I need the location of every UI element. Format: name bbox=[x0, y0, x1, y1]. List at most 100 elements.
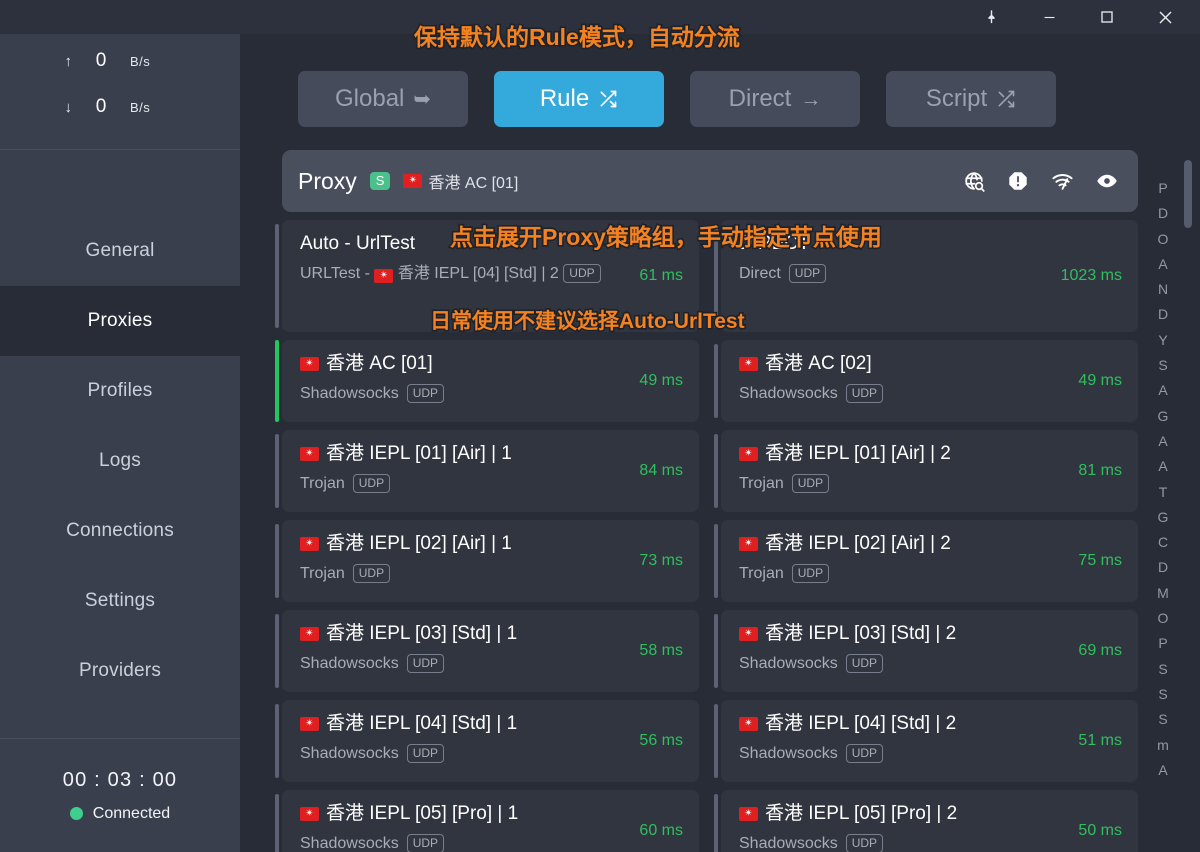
alphabet-index-letter[interactable]: S bbox=[1158, 685, 1168, 702]
proxy-card[interactable]: DIRECT Direct UDP 1023 ms bbox=[714, 220, 1138, 332]
connection-status-label: Connected bbox=[92, 804, 171, 822]
proxy-card-title-row: ✴ 香港 IEPL [01] [Air] | 2 bbox=[739, 441, 1052, 467]
uptime-timer: 00 : 03 : 00 bbox=[62, 768, 178, 791]
sidebar-item-logs[interactable]: Logs bbox=[98, 450, 141, 471]
alphabet-index-letter[interactable]: A bbox=[1158, 432, 1168, 449]
sidebar-item-providers[interactable]: Providers bbox=[78, 660, 162, 681]
sidebar-item-proxies[interactable]: Proxies bbox=[0, 286, 240, 356]
globe-search-icon[interactable] bbox=[963, 170, 985, 192]
proxy-group-header[interactable]: Proxy S ✴ 香港 AC [01] bbox=[282, 150, 1138, 212]
alphabet-index-letter[interactable]: C bbox=[1157, 534, 1169, 551]
alphabet-index-letter[interactable]: A bbox=[1158, 382, 1168, 399]
proxy-card-title: 香港 AC [01] bbox=[326, 353, 433, 374]
alphabet-index-letter[interactable]: D bbox=[1157, 205, 1169, 222]
proxy-card-sub-label: Shadowsocks bbox=[739, 654, 838, 672]
mode-button-rule[interactable]: Rule bbox=[494, 71, 664, 127]
proxy-card-body: ✴ 香港 IEPL [01] [Air] | 2 Trojan UDP bbox=[739, 441, 1060, 495]
proxy-card-title: Auto - UrlTest bbox=[300, 233, 416, 254]
close-icon[interactable] bbox=[1136, 0, 1194, 34]
proxy-card-title: 香港 IEPL [01] [Air] | 2 bbox=[765, 443, 951, 464]
proxy-card-delay: 58 ms bbox=[639, 642, 683, 659]
proxy-card-body: ✴ 香港 IEPL [03] [Std] | 2 Shadowsocks UDP bbox=[739, 621, 1060, 675]
proxy-card-title-row: ✴ 香港 IEPL [05] [Pro] | 2 bbox=[739, 801, 1052, 827]
alphabet-index-letter[interactable]: A bbox=[1158, 458, 1168, 475]
proxy-card[interactable]: ✴ 香港 IEPL [02] [Air] | 1 Trojan UDP 73 m… bbox=[275, 520, 699, 602]
hongkong-flag-icon: ✴ bbox=[300, 626, 319, 641]
alphabet-index-letter[interactable]: A bbox=[1158, 255, 1168, 272]
hongkong-flag-icon: ✴ bbox=[739, 446, 758, 461]
proxy-card[interactable]: ✴ 香港 IEPL [03] [Std] | 1 Shadowsocks UDP… bbox=[275, 610, 699, 692]
alphabet-index-letter[interactable]: D bbox=[1157, 559, 1169, 576]
mode-label-direct: Direct bbox=[728, 85, 792, 112]
annotation-autourltest: 日常使用不建议选择Auto-UrlTest bbox=[428, 308, 746, 334]
alphabet-index-letter[interactable]: N bbox=[1157, 281, 1169, 298]
eye-icon[interactable] bbox=[1096, 170, 1118, 192]
proxy-card-body: ✴ 香港 IEPL [02] [Air] | 1 Trojan UDP bbox=[300, 531, 621, 585]
speed-test-icon[interactable] bbox=[1051, 170, 1074, 193]
hongkong-flag-icon: ✴ bbox=[300, 806, 319, 821]
mode-button-script[interactable]: Script bbox=[886, 71, 1056, 127]
sidebar-item-general[interactable]: General bbox=[85, 240, 155, 261]
proxy-card-subtitle: Direct UDP bbox=[739, 263, 1052, 285]
alphabet-index-letter[interactable]: O bbox=[1157, 610, 1169, 627]
alphabet-index-letter[interactable]: S bbox=[1158, 357, 1168, 374]
download-speed-value: 0 bbox=[95, 96, 107, 117]
proxy-card-sub-label: Shadowsocks bbox=[739, 384, 838, 402]
sidebar-item-settings[interactable]: Settings bbox=[84, 590, 156, 611]
proxy-card[interactable]: ✴ 香港 IEPL [04] [Std] | 2 Shadowsocks UDP… bbox=[714, 700, 1138, 782]
proxy-card[interactable]: ✴ 香港 IEPL [04] [Std] | 1 Shadowsocks UDP… bbox=[275, 700, 699, 782]
scrollbar-thumb[interactable] bbox=[1184, 160, 1192, 228]
proxy-card-title: 香港 IEPL [03] [Std] | 2 bbox=[765, 623, 957, 644]
proxy-card-sub-label: Shadowsocks bbox=[300, 744, 399, 762]
proxy-card[interactable]: ✴ 香港 IEPL [01] [Air] | 2 Trojan UDP 81 m… bbox=[714, 430, 1138, 512]
mode-selector: Global ➥ Rule Direct → Script bbox=[240, 0, 1200, 150]
proxy-group-title: Proxy bbox=[298, 167, 357, 194]
proxy-card-delay: 60 ms bbox=[639, 822, 683, 839]
proxy-card-title: 香港 AC [02] bbox=[765, 353, 872, 374]
proxy-card[interactable]: ✴ 香港 IEPL [01] [Air] | 1 Trojan UDP 84 m… bbox=[275, 430, 699, 512]
pin-icon[interactable] bbox=[962, 0, 1020, 34]
alphabet-index-letter[interactable]: O bbox=[1157, 230, 1169, 247]
proxy-card[interactable]: ✴ 香港 IEPL [02] [Air] | 2 Trojan UDP 75 m… bbox=[714, 520, 1138, 602]
alphabet-index-letter[interactable]: P bbox=[1158, 635, 1168, 652]
alphabet-index-letter[interactable]: M bbox=[1157, 584, 1169, 601]
maximize-icon[interactable] bbox=[1078, 0, 1136, 34]
udp-badge: UDP bbox=[563, 263, 601, 283]
alphabet-index[interactable]: P D O A N D Y S A G A A T G C D M O P S … bbox=[1152, 176, 1174, 783]
proxy-card-sub-label: Direct bbox=[739, 264, 781, 282]
alphabet-index-letter[interactable]: D bbox=[1157, 306, 1169, 323]
alphabet-index-letter[interactable]: G bbox=[1157, 508, 1169, 525]
annotation-mode: 保持默认的Rule模式，自动分流 bbox=[412, 22, 741, 51]
proxy-card-sub-label: Shadowsocks bbox=[300, 834, 399, 852]
proxy-card-sub-label: 香港 IEPL [04] [Std] | 2 bbox=[397, 264, 559, 282]
proxy-card-title-row: ✴ 香港 AC [01] bbox=[300, 351, 613, 377]
alphabet-index-letter[interactable]: A bbox=[1158, 761, 1168, 778]
annotation-group: 点击展开Proxy策略组，手动指定节点使用 bbox=[448, 222, 883, 251]
alphabet-index-letter[interactable]: m bbox=[1157, 736, 1169, 753]
alphabet-index-letter[interactable]: G bbox=[1157, 407, 1169, 424]
proxy-card[interactable]: ✴ 香港 IEPL [05] [Pro] | 1 Shadowsocks UDP… bbox=[275, 790, 699, 852]
proxy-card[interactable]: Auto - UrlTest URLTest - ✴ 香港 IEPL [04] … bbox=[275, 220, 699, 332]
proxy-card[interactable]: ✴ 香港 IEPL [05] [Pro] | 2 Shadowsocks UDP… bbox=[714, 790, 1138, 852]
sidebar-item-profiles[interactable]: Profiles bbox=[87, 380, 153, 401]
alphabet-index-letter[interactable]: Y bbox=[1158, 331, 1168, 348]
minimize-icon[interactable] bbox=[1020, 0, 1078, 34]
alphabet-index-letter[interactable]: S bbox=[1158, 660, 1168, 677]
proxy-card-subtitle: Shadowsocks UDP bbox=[739, 833, 1052, 852]
proxy-card[interactable]: ✴ 香港 IEPL [03] [Std] | 2 Shadowsocks UDP… bbox=[714, 610, 1138, 692]
alert-octagon-icon[interactable] bbox=[1007, 170, 1029, 192]
sidebar-item-connections[interactable]: Connections bbox=[66, 520, 174, 541]
mode-button-direct[interactable]: Direct → bbox=[690, 71, 860, 127]
proxy-content: Proxy S ✴ 香港 AC [01] bbox=[240, 150, 1200, 852]
proxy-card[interactable]: ✴ 香港 AC [01] Shadowsocks UDP 49 ms bbox=[275, 340, 699, 422]
alphabet-index-letter[interactable]: P bbox=[1158, 180, 1168, 196]
proxy-card-title-row: ✴ 香港 IEPL [02] [Air] | 1 bbox=[300, 531, 613, 557]
vertical-scrollbar[interactable] bbox=[1182, 150, 1194, 852]
proxy-card[interactable]: ✴ 香港 AC [02] Shadowsocks UDP 49 ms bbox=[714, 340, 1138, 422]
proxy-card-delay: 56 ms bbox=[639, 732, 683, 749]
alphabet-index-letter[interactable]: S bbox=[1158, 711, 1168, 728]
mode-button-global[interactable]: Global ➥ bbox=[298, 71, 468, 127]
alphabet-index-letter[interactable]: T bbox=[1158, 483, 1168, 500]
proxy-card-subtitle: Shadowsocks UDP bbox=[300, 743, 613, 765]
proxy-card-subtitle: Trojan UDP bbox=[300, 563, 613, 585]
